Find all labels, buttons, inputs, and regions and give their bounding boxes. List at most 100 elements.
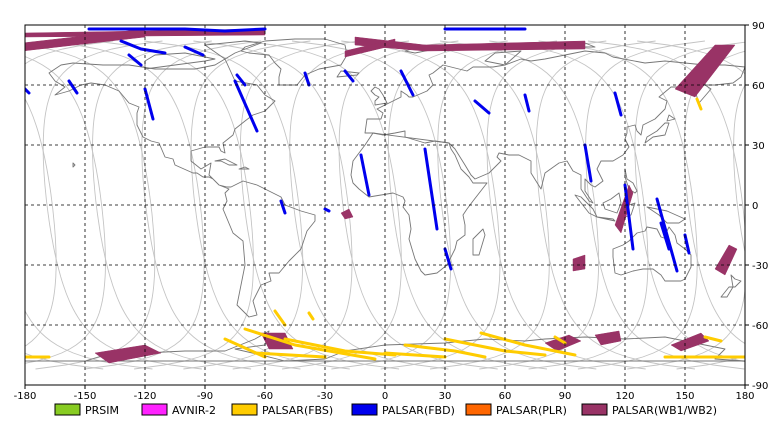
coastline <box>472 228 486 256</box>
coastline <box>364 50 745 204</box>
orbit-track <box>25 56 106 364</box>
y-tick-label: 90 <box>752 21 765 32</box>
fbd-coverage-strip <box>613 91 623 117</box>
x-tick-label: -180 <box>14 391 37 402</box>
grid-lines <box>25 25 745 385</box>
fbs-coverage-strip <box>273 309 287 327</box>
legend-item: PALSAR(FBS) <box>231 403 333 417</box>
legend-label: PALSAR(PLR) <box>496 404 567 417</box>
orbit-track <box>92 40 252 370</box>
coastline <box>238 166 250 170</box>
fbd-coverage-strip <box>233 79 259 133</box>
fbs-coverage-strip <box>703 335 723 343</box>
fbs-coverage-strip <box>479 331 577 357</box>
x-tick-label: -30 <box>317 391 333 402</box>
coastline <box>240 38 348 86</box>
legend-label: AVNIR-2 <box>172 404 216 417</box>
coastline <box>624 168 638 194</box>
fbd-coverage-strip <box>623 183 635 251</box>
fbd-coverage-strip <box>683 233 691 255</box>
legend-swatch <box>581 403 608 416</box>
fbs-coverage-strip <box>223 337 267 359</box>
x-tick-label: 180 <box>735 391 754 402</box>
x-tick-label: -150 <box>74 391 97 402</box>
fbd-coverage-strip <box>359 153 371 197</box>
axis-ticks: -180 -150 -120 -90 -60 -30 0 30 60 90 120 150 180 90 6… <box>14 21 769 402</box>
fbs-coverage-strip <box>253 351 327 359</box>
wb-coverage-patch <box>594 330 622 346</box>
orbit-track <box>733 84 745 254</box>
y-tick-label: 30 <box>752 141 765 152</box>
coastline <box>666 114 676 122</box>
fbd-coverage-strip <box>25 86 31 95</box>
orbit-track <box>193 40 353 370</box>
fbs-coverage-strip <box>553 335 567 345</box>
legend-swatch <box>54 403 81 416</box>
orbit-track <box>535 40 696 370</box>
palsar-fbs-coverage <box>25 97 745 361</box>
orbit-track <box>587 40 745 370</box>
x-tick-label: 120 <box>615 391 634 402</box>
legend-swatch <box>231 403 258 416</box>
x-tick-label: -60 <box>257 391 273 402</box>
fbd-coverage-strip <box>343 69 355 83</box>
legend-swatch <box>351 403 378 416</box>
orbit-track <box>439 40 600 370</box>
wb-coverage-patch <box>572 254 586 272</box>
y-tick-label: 60 <box>752 81 765 92</box>
coastline <box>602 192 622 214</box>
wb-coverage-patch <box>670 332 710 352</box>
fbs-coverage-strip <box>307 311 315 321</box>
orbit-track <box>486 40 646 370</box>
legend-swatch <box>465 403 492 416</box>
legend-label: PALSAR(WB1/WB2) <box>612 404 717 417</box>
x-tick-label: 150 <box>675 391 694 402</box>
fbd-coverage-strip <box>303 71 311 87</box>
coastline <box>350 132 488 276</box>
fbd-coverage-strip <box>443 247 453 271</box>
fbd-coverage-strip <box>659 221 671 251</box>
wb-coverage-patch <box>714 244 738 276</box>
fbd-coverage-strip <box>523 93 531 113</box>
orbit-track <box>144 40 304 370</box>
fbd-coverage-strip <box>183 45 205 57</box>
coastline <box>484 50 522 66</box>
coastline <box>720 274 742 298</box>
wb-coverage-patch <box>94 344 162 364</box>
fbs-coverage-strip <box>695 97 703 111</box>
x-tick-label: 30 <box>439 391 452 402</box>
fbd-coverage-strip <box>655 197 679 273</box>
coastline <box>214 158 238 166</box>
orbit-track <box>338 40 498 370</box>
fbd-coverage-strip <box>583 143 593 183</box>
wb-coverage-patch <box>340 208 354 220</box>
coastline <box>644 122 670 144</box>
coastline <box>574 194 598 218</box>
fbd-coverage-strip <box>279 199 287 215</box>
legend-label: PRSIM <box>85 404 119 417</box>
fbd-coverage-strip <box>323 207 331 213</box>
coastline <box>204 40 262 60</box>
x-tick-label: 60 <box>499 391 512 402</box>
coastline <box>144 52 216 70</box>
legend: PRSIM AVNIR-2 PALSAR(FBS) PALSAR(FBD) PALSAR… <box>54 403 717 417</box>
coastline <box>596 216 616 222</box>
orbit-track <box>25 40 153 370</box>
coastline <box>72 162 76 168</box>
legend-swatch <box>141 403 168 416</box>
fbd-coverage-strip <box>235 73 247 87</box>
wb-coverage-patch <box>354 36 586 52</box>
fbd-coverage-strip <box>423 147 439 231</box>
orbit-track <box>25 98 57 347</box>
fbd-coverage-strip <box>143 87 155 121</box>
orbit-track <box>289 40 449 370</box>
orbit-track <box>42 40 202 370</box>
fbs-coverage-strip <box>403 343 487 359</box>
orbit-track <box>341 40 501 370</box>
fbd-coverage-strip <box>473 99 491 115</box>
orbit-track <box>390 40 550 370</box>
legend-item: PALSAR(WB1/WB2) <box>581 403 717 417</box>
y-tick-label: 0 <box>752 201 758 212</box>
fbs-coverage-strip <box>243 327 377 361</box>
